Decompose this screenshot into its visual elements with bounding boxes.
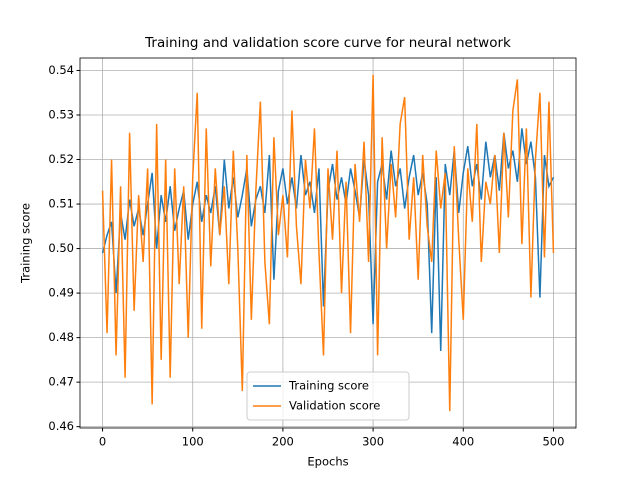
y-tick-label: 0.48 (48, 330, 74, 344)
y-tick-label: 0.52 (48, 152, 74, 166)
y-tick-label: 0.53 (48, 107, 74, 121)
legend-label: Validation score (289, 399, 380, 413)
y-tick-label: 0.51 (48, 197, 74, 211)
y-tick-label: 0.46 (48, 419, 74, 433)
x-tick-label: 0 (99, 435, 106, 449)
series-line (101, 128, 555, 351)
y-tick-label: 0.49 (48, 286, 74, 300)
y-tick-label: 0.50 (48, 241, 74, 255)
x-tick-label: 500 (542, 435, 564, 449)
axes-frame (79, 57, 577, 429)
y-tick-label: 0.47 (48, 375, 74, 389)
x-tick-label: 300 (362, 435, 384, 449)
legend: Training score Validation score (246, 371, 410, 421)
y-tick-label: 0.54 (48, 63, 74, 77)
legend-label: Training score (288, 379, 369, 393)
x-tick-label: 200 (272, 435, 294, 449)
chart-title: Training and validation score curve for … (144, 35, 511, 51)
x-tick-label: 400 (452, 435, 474, 449)
x-axis-label: Epochs (307, 455, 348, 469)
legend-box (246, 371, 410, 421)
series-line (101, 74, 555, 412)
x-tick-label: 100 (182, 435, 204, 449)
y-axis-label: Training score (19, 203, 33, 284)
